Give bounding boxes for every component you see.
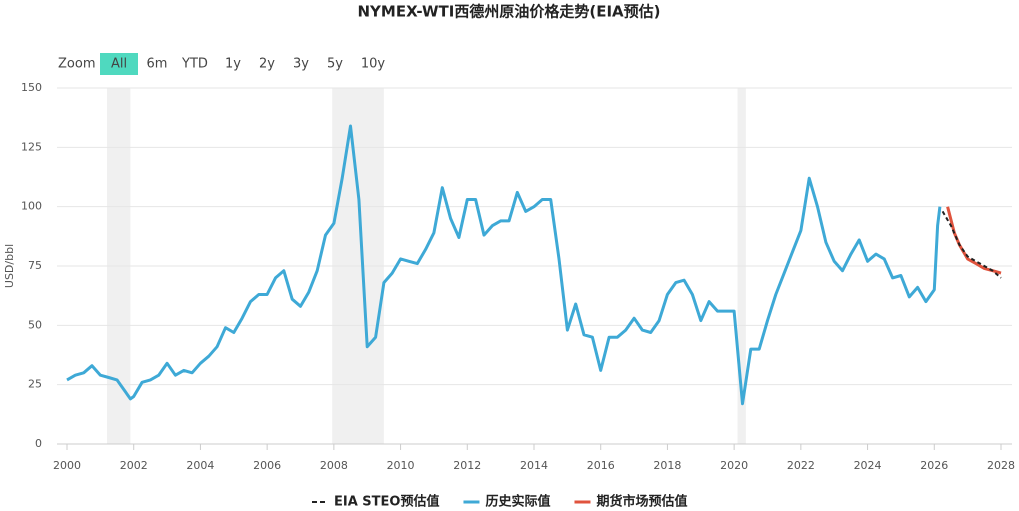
range-button-label[interactable]: 2y [259, 57, 275, 72]
range-button[interactable]: 1y [225, 57, 241, 72]
range-button-label[interactable]: 10y [361, 57, 386, 72]
series-line [66, 124, 942, 406]
y-axis-label: USD/bbl [3, 244, 16, 288]
range-button-label[interactable]: 1y [225, 57, 241, 72]
x-tick-label: 2026 [920, 459, 948, 472]
y-tick-label: 25 [28, 378, 42, 391]
range-button[interactable]: 2y [259, 57, 275, 72]
series-line [941, 210, 1002, 279]
x-tick-label: 2016 [587, 459, 615, 472]
y-tick-label: 125 [21, 140, 42, 153]
chart-title: NYMEX-WTI西德州原油价格走势(EIA预估) [358, 3, 661, 21]
x-tick-label: 2024 [854, 459, 882, 472]
series-line [946, 206, 1002, 275]
x-tick-label: 2002 [120, 459, 148, 472]
x-tick-label: 2006 [253, 459, 281, 472]
legend-label: 期货市场预估值 [596, 494, 687, 510]
x-tick-label: 2022 [787, 459, 815, 472]
zoom-label: Zoom [58, 57, 95, 72]
x-tick-label: 2014 [520, 459, 548, 472]
range-button[interactable]: All [100, 53, 138, 75]
y-tick-label: 50 [28, 318, 42, 331]
legend-label: 历史实际值 [485, 494, 550, 510]
y-tick-label: 150 [21, 81, 42, 94]
x-tick-label: 2018 [653, 459, 681, 472]
x-tick-label: 2012 [453, 459, 481, 472]
range-button[interactable]: YTD [181, 57, 208, 72]
range-button[interactable]: 10y [361, 57, 386, 72]
range-button[interactable]: 6m [147, 57, 168, 72]
range-button-label[interactable]: 6m [147, 57, 168, 72]
range-button-bg [100, 53, 138, 75]
x-tick-label: 2000 [53, 459, 81, 472]
y-tick-label: 100 [21, 200, 42, 213]
y-tick-label: 75 [28, 259, 42, 272]
range-button-label[interactable]: All [111, 57, 127, 72]
range-button[interactable]: 3y [293, 57, 309, 72]
x-tick-label: 2020 [720, 459, 748, 472]
y-tick-label: 0 [35, 437, 42, 450]
range-button-label[interactable]: YTD [181, 57, 208, 72]
x-tick-label: 2010 [387, 459, 415, 472]
range-button-label[interactable]: 3y [293, 57, 309, 72]
x-tick-label: 2004 [186, 459, 214, 472]
x-tick-label: 2028 [987, 459, 1015, 472]
legend-label: EIA STEO预估值 [334, 494, 439, 510]
range-button-label[interactable]: 5y [327, 57, 343, 72]
range-button[interactable]: 5y [327, 57, 343, 72]
x-tick-label: 2008 [320, 459, 348, 472]
